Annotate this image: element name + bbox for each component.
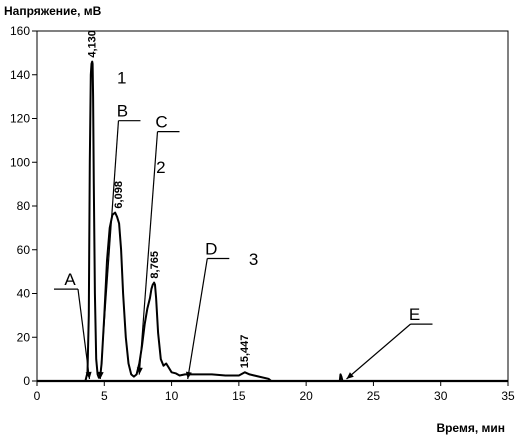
plot-area: 0 5 10 15 20 25 30 35 0 20 40 60 80 100 120 140 160 4,130… [10, 24, 515, 403]
plot-frame [36, 30, 509, 382]
peak-number-3: 3 [249, 250, 258, 269]
marker-leader-C [138, 131, 159, 375]
marker-arrow-E [346, 372, 354, 379]
marker-arrow-D [185, 371, 192, 379]
y-tick-label-80: 80 [17, 199, 31, 213]
y-tick-label-100: 100 [10, 155, 30, 169]
marker-arrow-B [97, 371, 104, 379]
y-tick-label-20: 20 [17, 330, 31, 344]
marker-arrow-A [85, 371, 92, 379]
peak-label-2: 6,098 [113, 181, 125, 209]
y-axis-title: Напряжение, мВ [4, 4, 102, 18]
marker-C: C [155, 113, 167, 132]
y-tick-label-0: 0 [23, 374, 30, 388]
x-tick-label-30: 30 [434, 389, 448, 403]
y-tick-label-40: 40 [17, 287, 31, 301]
x-tick-label-20: 20 [299, 389, 313, 403]
y-tick-label-120: 120 [10, 112, 30, 126]
x-tick-label-25: 25 [367, 389, 381, 403]
x-tick-label-5: 5 [101, 389, 108, 403]
marker-leader-A [77, 289, 91, 380]
marker-D: D [205, 240, 217, 259]
marker-leader-E [346, 323, 411, 380]
peak-number-2: 2 [156, 158, 165, 177]
signal-trace [37, 60, 508, 382]
marker-A: A [64, 270, 76, 289]
peak-label-4: 15,447 [239, 335, 251, 369]
peak-label-1: 4,130 [87, 30, 99, 58]
x-tick-label-0: 0 [34, 389, 41, 403]
x-tick-label-35: 35 [501, 389, 515, 403]
x-axis-title: Время, мин [436, 421, 505, 435]
marker-B: B [117, 102, 128, 121]
peak-label-3: 8,765 [149, 251, 161, 279]
marker-leader-D [187, 258, 208, 380]
peak-number-1: 1 [117, 69, 126, 88]
marker-E: E [409, 305, 420, 324]
y-tick-label-160: 160 [10, 24, 30, 38]
y-tick-label-140: 140 [10, 68, 30, 82]
marker-leader-B [99, 120, 120, 380]
marker-arrow-C [136, 367, 143, 375]
y-tick-label-60: 60 [17, 243, 31, 257]
x-tick-label-15: 15 [232, 389, 246, 403]
x-tick-label-10: 10 [165, 389, 179, 403]
